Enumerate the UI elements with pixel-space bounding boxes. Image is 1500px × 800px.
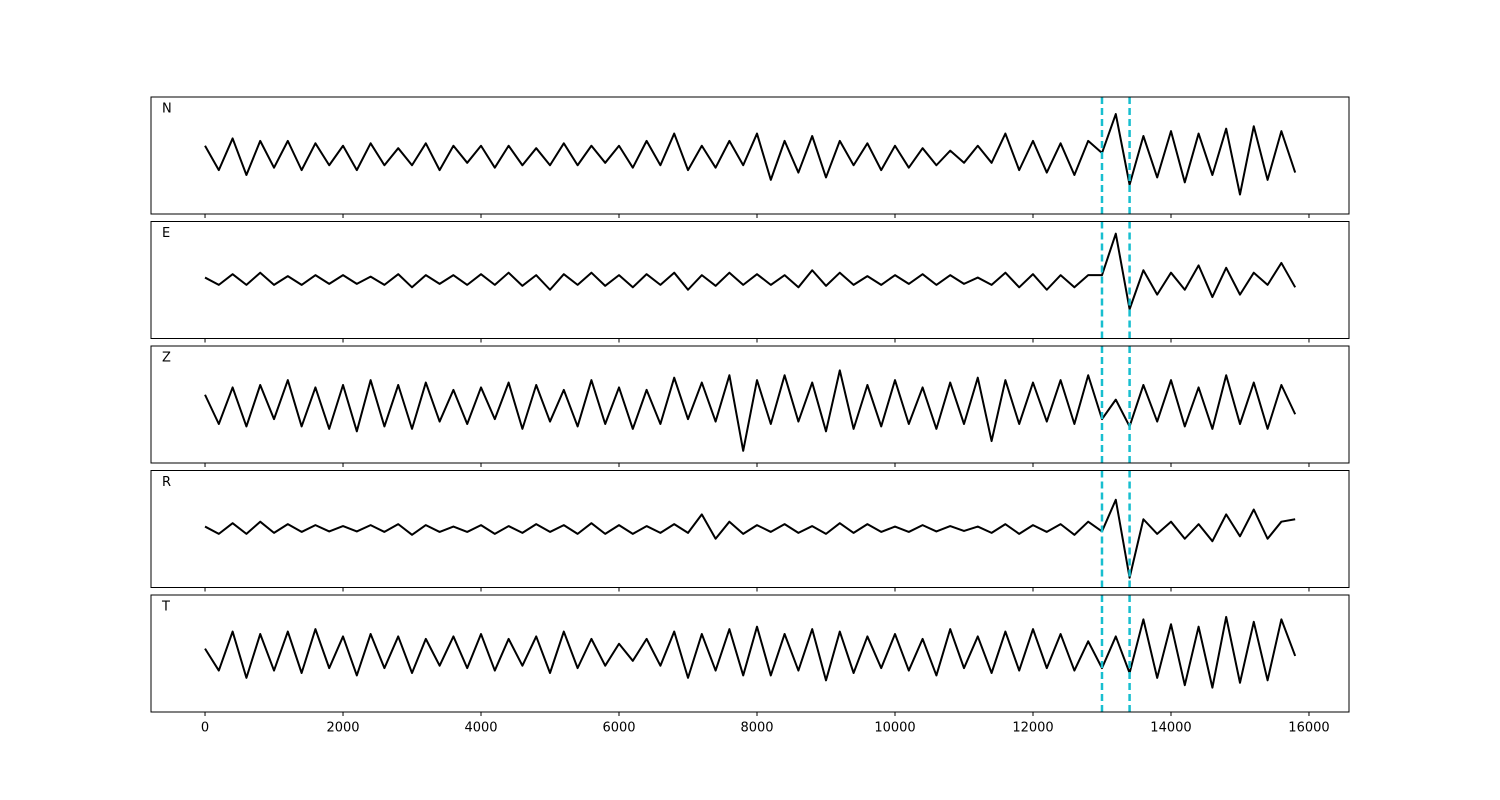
waveform xyxy=(204,113,1297,196)
waveform xyxy=(204,615,1297,689)
waveform xyxy=(204,498,1296,579)
x-tick-label: 14000 xyxy=(1150,721,1191,736)
waveform xyxy=(204,369,1297,452)
panel-label: N xyxy=(162,102,172,117)
panel-label: T xyxy=(161,600,170,615)
panel-frame xyxy=(150,345,1350,464)
x-tick-label: 8000 xyxy=(740,721,773,736)
panel-frame xyxy=(150,594,1350,713)
x-tick-label: 12000 xyxy=(1012,721,1053,736)
panel-frame xyxy=(150,470,1350,588)
waveform xyxy=(204,232,1297,311)
x-tick-label: 16000 xyxy=(1288,721,1329,736)
panel-label: Z xyxy=(162,351,171,366)
x-tick-label: 6000 xyxy=(602,721,635,736)
x-tick-label: 2000 xyxy=(326,721,359,736)
x-tick-label: 10000 xyxy=(874,721,915,736)
panel-frame xyxy=(150,96,1350,215)
panel-label: E xyxy=(162,226,170,241)
panel-frame xyxy=(150,221,1350,339)
panel-label: R xyxy=(162,475,171,490)
x-tick-label: 4000 xyxy=(464,721,497,736)
x-tick-label: 0 xyxy=(201,721,209,736)
